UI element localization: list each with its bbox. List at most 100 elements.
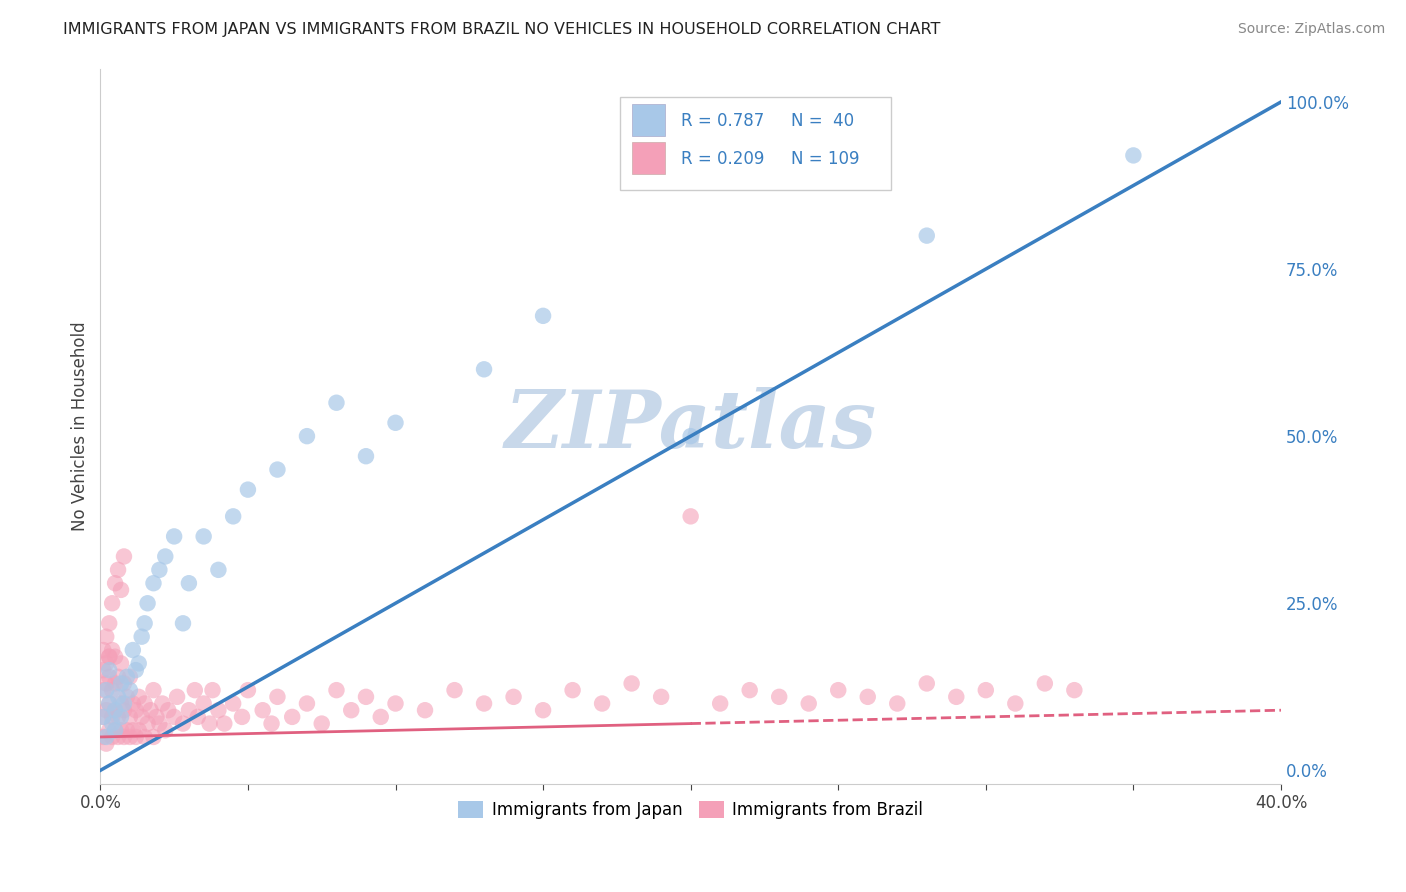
Point [198, 716, 221, 731]
Point [915, 676, 938, 690]
Point [131, 710, 153, 724]
Point [107, 670, 129, 684]
Point [118, 670, 141, 684]
Point [650, 690, 672, 704]
Point [157, 703, 180, 717]
Point [121, 643, 143, 657]
Point [591, 697, 613, 711]
Point [172, 616, 194, 631]
Point [531, 309, 554, 323]
Point [142, 730, 165, 744]
Point [384, 416, 406, 430]
Point [679, 509, 702, 524]
Point [340, 703, 363, 717]
Point [134, 730, 156, 744]
Point [131, 630, 153, 644]
Point [266, 462, 288, 476]
Point [104, 703, 127, 717]
Point [311, 716, 333, 731]
Point [1063, 683, 1085, 698]
Point [472, 362, 495, 376]
Point [115, 723, 138, 738]
Point [136, 716, 159, 731]
Point [107, 690, 129, 704]
Point [104, 723, 127, 738]
Point [620, 676, 643, 690]
Point [370, 710, 392, 724]
Point [827, 683, 849, 698]
Point [155, 549, 177, 564]
Point [679, 429, 702, 443]
Point [738, 683, 761, 698]
Point [295, 429, 318, 443]
Point [98, 649, 121, 664]
Point [118, 710, 141, 724]
Point [125, 663, 148, 677]
Point [110, 710, 132, 724]
Legend: Immigrants from Japan, Immigrants from Brazil: Immigrants from Japan, Immigrants from B… [451, 794, 929, 825]
Point [134, 616, 156, 631]
Point [98, 697, 121, 711]
Point [104, 676, 127, 690]
Point [531, 703, 554, 717]
Point [104, 576, 127, 591]
Point [101, 710, 124, 724]
Point [96, 630, 118, 644]
Point [98, 670, 121, 684]
Point [107, 563, 129, 577]
Point [856, 690, 879, 704]
Point [207, 703, 229, 717]
Point [155, 723, 177, 738]
Point [98, 649, 121, 664]
Text: R = 0.209: R = 0.209 [682, 150, 765, 168]
Point [260, 716, 283, 731]
Point [1122, 148, 1144, 162]
Point [128, 657, 150, 671]
Point [325, 683, 347, 698]
Point [91, 663, 114, 677]
Point [214, 716, 236, 731]
Point [118, 730, 141, 744]
Point [163, 529, 186, 543]
Point [915, 228, 938, 243]
Point [193, 697, 215, 711]
Point [295, 697, 318, 711]
Point [236, 483, 259, 497]
Point [709, 697, 731, 711]
Point [121, 723, 143, 738]
Point [502, 690, 524, 704]
Point [112, 730, 135, 744]
Point [145, 710, 167, 724]
Point [98, 663, 121, 677]
Point [177, 576, 200, 591]
Point [118, 683, 141, 698]
Point [96, 703, 118, 717]
Point [91, 710, 114, 724]
Point [325, 395, 347, 409]
Point [91, 730, 114, 744]
FancyBboxPatch shape [620, 97, 891, 190]
Point [104, 703, 127, 717]
Y-axis label: No Vehicles in Household: No Vehicles in Household [72, 321, 89, 531]
Point [112, 697, 135, 711]
Point [163, 710, 186, 724]
Point [91, 710, 114, 724]
Point [115, 690, 138, 704]
Point [177, 703, 200, 717]
Point [1033, 676, 1056, 690]
Point [187, 710, 209, 724]
Point [148, 716, 170, 731]
Point [107, 710, 129, 724]
Point [107, 730, 129, 744]
Point [136, 596, 159, 610]
Point [472, 697, 495, 711]
Point [231, 710, 253, 724]
Point [354, 690, 377, 704]
Point [166, 690, 188, 704]
Point [184, 683, 207, 698]
Point [193, 529, 215, 543]
Point [101, 730, 124, 744]
Point [96, 676, 118, 690]
Text: ZIPatlas: ZIPatlas [505, 387, 877, 465]
Point [201, 683, 224, 698]
